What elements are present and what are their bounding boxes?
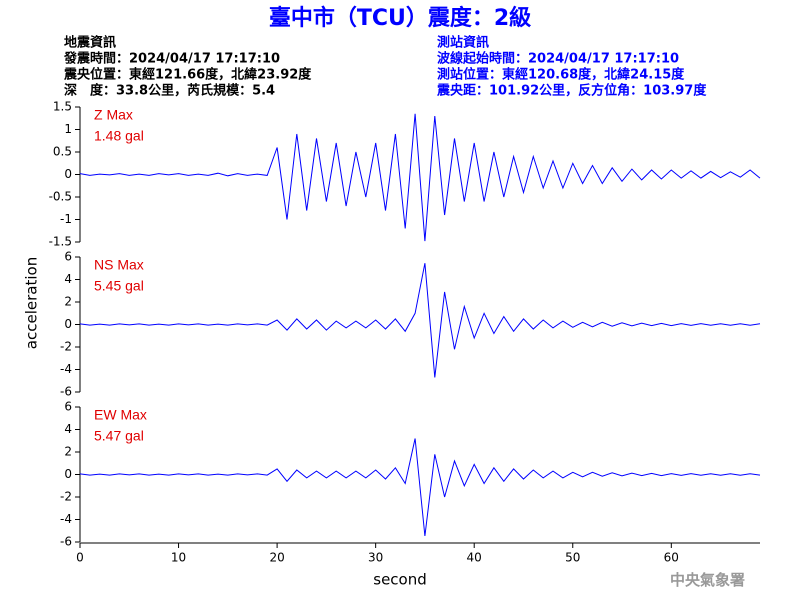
x-axis-label: second: [373, 571, 427, 589]
y-tick-label: 2: [64, 445, 72, 459]
footer: 中央氣象署: [670, 571, 745, 589]
station-info: 測站位置：東經120.68度，北緯24.15度: [437, 67, 685, 83]
x-tick-label: 50: [565, 551, 580, 565]
y-tick-label: 0.5: [53, 145, 72, 159]
y-tick-label: -4: [60, 362, 72, 376]
y-tick-label: -2: [60, 340, 72, 354]
y-tick-label: -0.5: [49, 190, 72, 204]
annotation: 5.47 gal: [94, 428, 144, 444]
quake-info: 深 度：33.8公里，芮氏規模：5.4: [64, 83, 275, 99]
x-tick-label: 40: [467, 551, 482, 565]
y-tick-label: -1: [60, 212, 72, 226]
x-tick-label: 0: [76, 551, 84, 565]
quake-info: 地震資訊: [64, 35, 116, 51]
quake-info: 震央位置：東經121.66度，北緯23.92度: [63, 67, 312, 83]
x-tick-label: 10: [171, 551, 186, 565]
y-tick-label: -6: [60, 535, 72, 549]
y-tick-label: -6: [60, 385, 72, 399]
annotation: 1.48 gal: [94, 128, 144, 144]
y-tick-label: 6: [64, 400, 72, 414]
waveform: [79, 263, 761, 378]
annotation: NS Max: [94, 257, 144, 273]
y-tick-label: 0: [64, 467, 72, 481]
waveform: [79, 438, 761, 537]
x-tick-label: 20: [269, 551, 284, 565]
x-tick-label: 60: [664, 551, 679, 565]
station-info: 測站資訊: [437, 35, 489, 51]
y-tick-label: 4: [64, 422, 72, 436]
y-tick-label: -1.5: [49, 235, 72, 249]
station-info: 波線起始時間：2024/04/17 17:17:10: [437, 51, 679, 67]
annotation: Z Max: [94, 107, 133, 123]
y-tick-label: 0: [64, 167, 72, 181]
y-tick-label: 4: [64, 272, 72, 286]
annotation: EW Max: [94, 407, 147, 423]
quake-info: 發震時間：2024/04/17 17:17:10: [63, 51, 280, 67]
y-tick-label: 6: [64, 250, 72, 264]
x-tick-label: 30: [368, 551, 383, 565]
y-tick-label: -4: [60, 512, 72, 526]
y-tick-label: -2: [60, 490, 72, 504]
y-tick-label: 2: [64, 295, 72, 309]
title: 臺中市（TCU）震度：2級: [269, 5, 531, 31]
y-tick-label: 0: [64, 317, 72, 331]
y-tick-label: 1: [64, 122, 72, 136]
annotation: 5.45 gal: [94, 278, 144, 294]
y-axis-label: acceleration: [23, 257, 41, 349]
waveform: [79, 113, 761, 242]
y-tick-label: 1.5: [53, 100, 72, 114]
station-info: 震央距：101.92公里，反方位角：103.97度: [436, 83, 707, 99]
